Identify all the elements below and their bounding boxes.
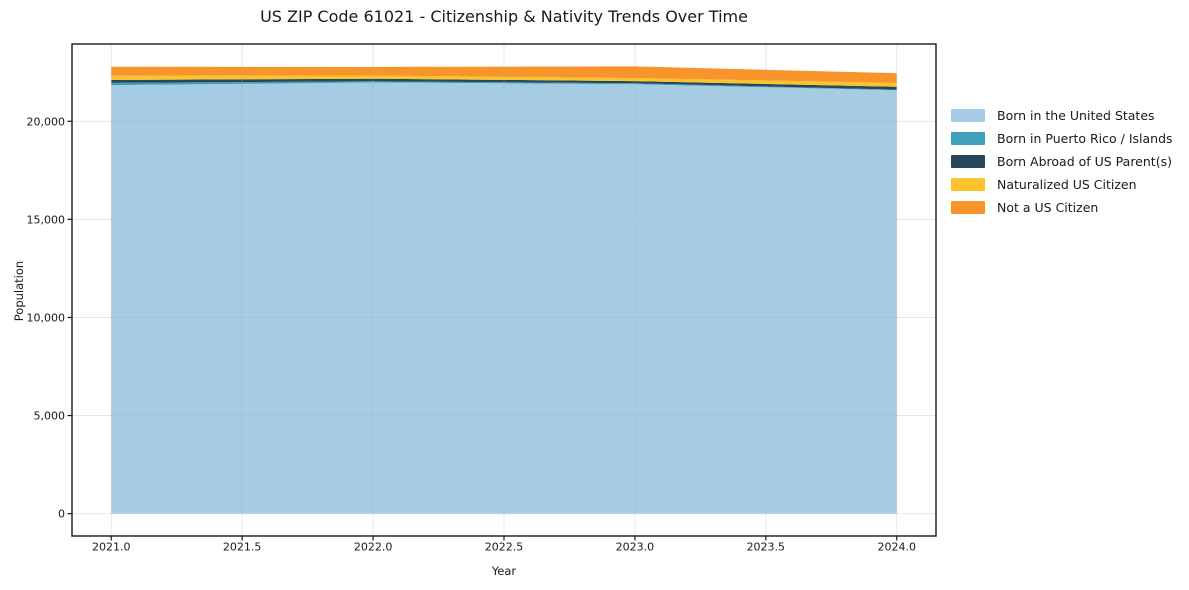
x-axis-label: Year: [491, 564, 517, 578]
chart-title: US ZIP Code 61021 - Citizenship & Nativi…: [260, 7, 748, 26]
area-series-3: [111, 75, 897, 87]
legend-item: Born Abroad of US Parent(s): [951, 150, 1173, 173]
legend: Born in the United States Born in Puerto…: [951, 104, 1173, 219]
y-tick-label: 10,000: [27, 311, 66, 324]
y-tick-label: 0: [58, 508, 65, 521]
area-series-0: [111, 82, 897, 514]
x-tick-label: 2024.0: [877, 541, 916, 554]
x-tick-label: 2022.5: [485, 541, 524, 554]
y-tick-label: 15,000: [27, 213, 66, 226]
area-series-1: [111, 81, 897, 91]
legend-swatch: [951, 155, 985, 168]
legend-item: Born in the United States: [951, 104, 1173, 127]
area-series-2: [111, 78, 897, 90]
legend-item: Born in Puerto Rico / Islands: [951, 127, 1173, 150]
legend-item: Not a US Citizen: [951, 196, 1173, 219]
legend-label: Born in Puerto Rico / Islands: [997, 131, 1173, 146]
legend-label: Born Abroad of US Parent(s): [997, 154, 1172, 169]
y-axis-label: Population: [12, 260, 26, 322]
legend-item: Naturalized US Citizen: [951, 173, 1173, 196]
legend-swatch: [951, 132, 985, 145]
legend-swatch: [951, 201, 985, 214]
legend-label: Born in the United States: [997, 108, 1155, 123]
x-tick-label: 2021.0: [92, 541, 131, 554]
x-tick-label: 2023.5: [747, 541, 786, 554]
area-series-4: [111, 66, 897, 83]
legend-label: Not a US Citizen: [997, 200, 1099, 215]
y-tick-label: 5,000: [34, 410, 66, 423]
legend-swatch: [951, 178, 985, 191]
x-tick-label: 2022.0: [354, 541, 393, 554]
y-tick-label: 20,000: [27, 115, 66, 128]
x-tick-label: 2023.0: [616, 541, 655, 554]
legend-swatch: [951, 109, 985, 122]
legend-label: Naturalized US Citizen: [997, 177, 1137, 192]
x-tick-label: 2021.5: [223, 541, 262, 554]
